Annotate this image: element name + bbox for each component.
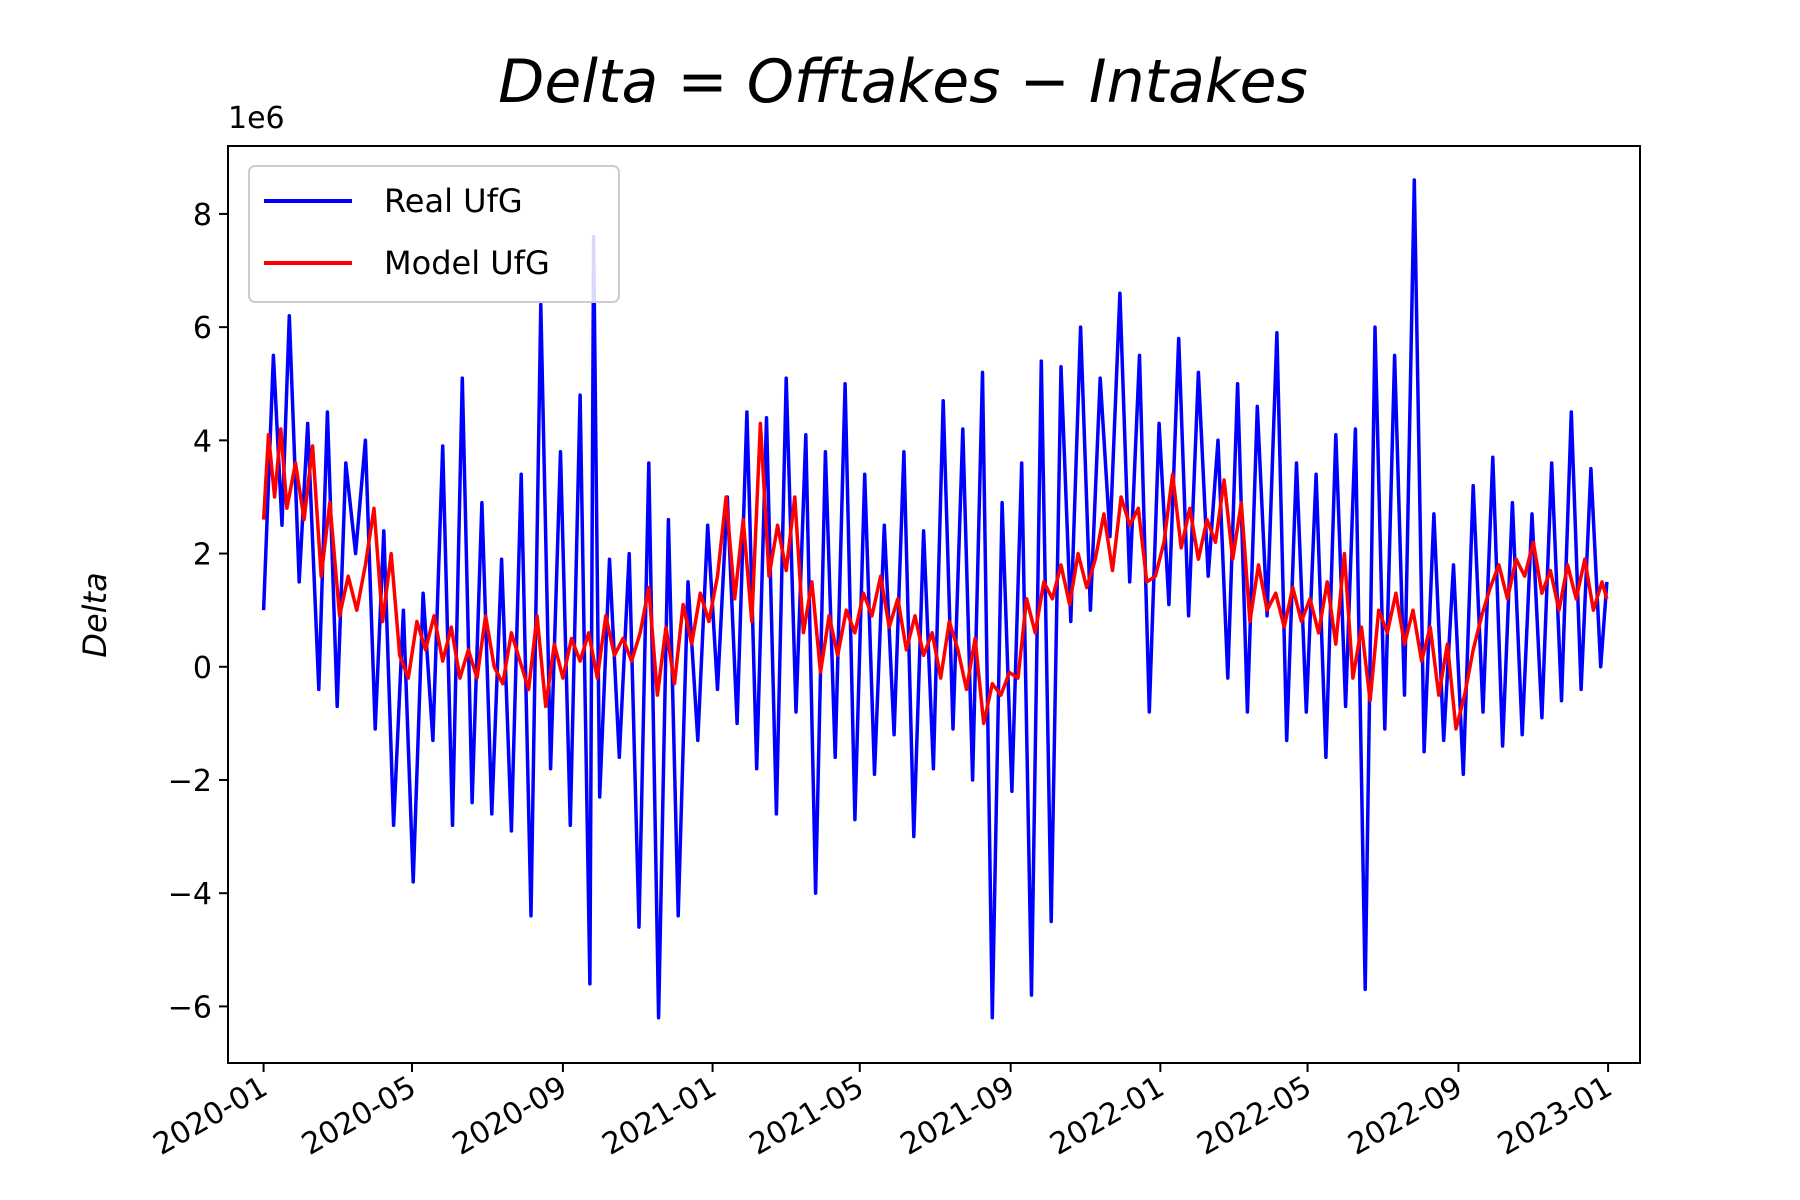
title-part-4: − [1020, 47, 1070, 117]
y-tick-label: 0 [193, 651, 212, 686]
x-tick-label: 2020-01 [148, 1070, 274, 1163]
y-tick-label: 4 [193, 424, 212, 459]
legend-label-real-ufg: Real UfG [384, 182, 523, 220]
x-tick-label: 2022-05 [1191, 1070, 1317, 1163]
title-part-1: Delta [498, 47, 658, 117]
x-tick-label: 2020-05 [296, 1070, 422, 1163]
x-tick-label: 2020-09 [447, 1070, 573, 1163]
title-part-3: Offtakes [747, 47, 1001, 117]
plot-area [227, 145, 1641, 1064]
y-axis-ticks: −6 −4 −2 0 2 4 6 8 [168, 198, 228, 1025]
y-axis-label: Delta [76, 572, 114, 657]
series-lines [261, 178, 1609, 1020]
y-offset-label: 1e6 [228, 101, 285, 136]
chart-title: Delta = Offtakes − Intakes [498, 47, 1308, 117]
series-line-real-ufg [261, 178, 1609, 1020]
x-tick-label: 2021-01 [597, 1070, 723, 1163]
y-tick-label: 8 [193, 198, 212, 233]
y-tick-label: −6 [168, 990, 212, 1025]
legend: Real UfG Model UfG [248, 165, 620, 303]
title-part-5: Intakes [1089, 47, 1308, 117]
x-axis-ticks: 2020-01 2020-05 2020-09 2021-01 2021-05 2021-… [148, 1063, 1618, 1163]
y-tick-label: 6 [193, 311, 212, 346]
x-tick-label: 2021-05 [744, 1070, 870, 1163]
axes-frame [227, 145, 1641, 1064]
x-tick-label: 2022-09 [1342, 1070, 1468, 1163]
y-tick-label: −2 [168, 764, 212, 799]
y-tick-label: −4 [168, 877, 212, 912]
series-line-model-ufg [261, 421, 1609, 731]
x-tick-label: 2021-09 [895, 1070, 1021, 1163]
x-tick-label: 2023-01 [1492, 1070, 1618, 1163]
x-tick-label: 2022-01 [1044, 1070, 1170, 1163]
title-part-2: = [677, 47, 727, 117]
y-tick-label: 2 [193, 538, 212, 573]
legend-label-model-ufg: Model UfG [384, 244, 550, 282]
